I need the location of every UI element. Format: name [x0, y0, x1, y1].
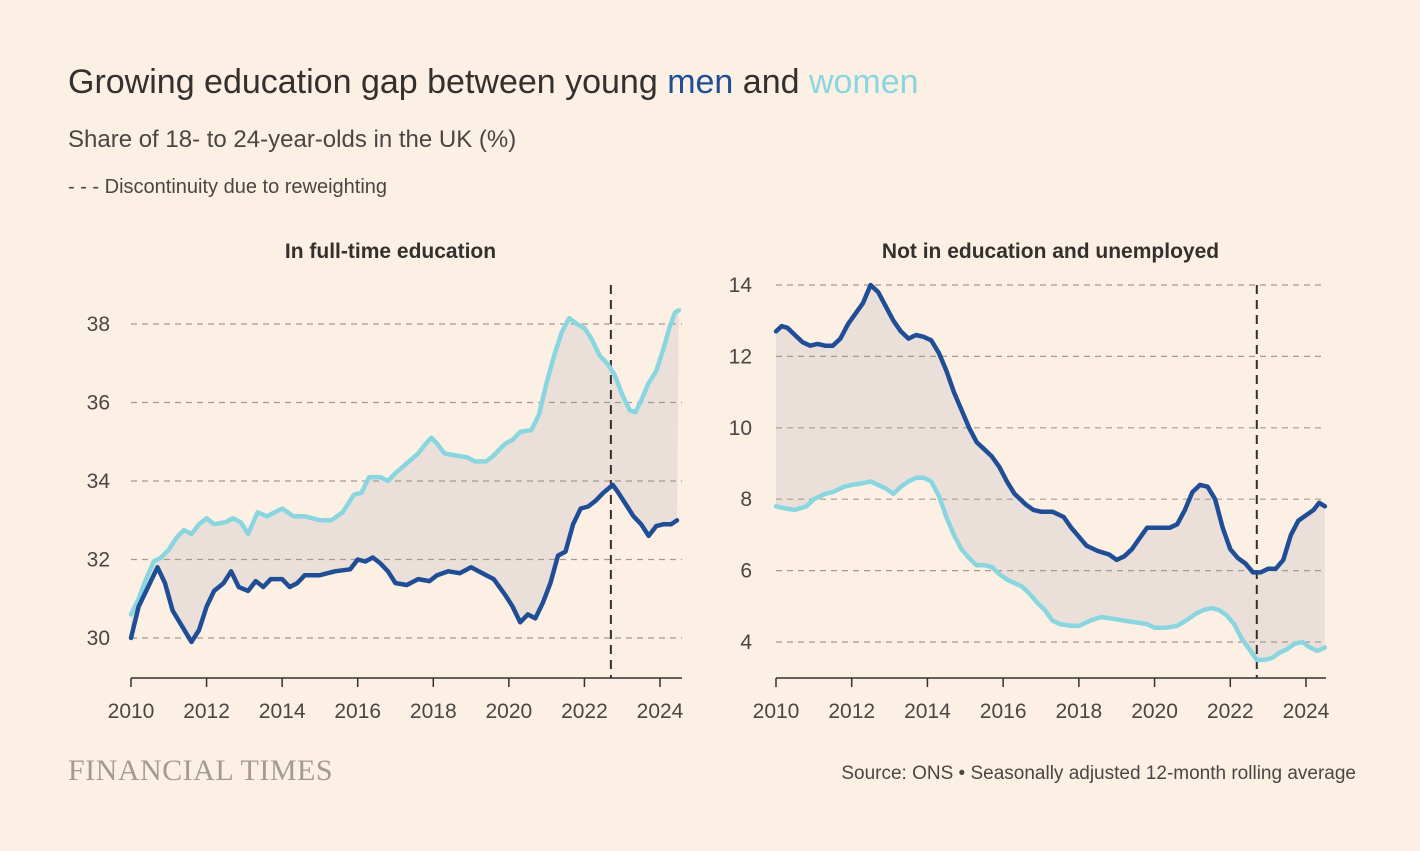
panel1-ytick-38: 38 [87, 313, 110, 336]
panel2-ytick-6: 6 [740, 560, 752, 583]
panel2-line-women [773, 475, 1328, 663]
panel2-ytick-4: 4 [740, 631, 752, 654]
discontinuity-note: - - - Discontinuity due to reweighting [68, 176, 388, 198]
panel2-xtick-2012: 2012 [828, 700, 875, 723]
chart-title: Growing education gap between young men … [68, 60, 919, 104]
panel1-ytick-32: 32 [87, 549, 110, 572]
chart-subtitle: Share of 18- to 24-year-olds in the UK (… [68, 126, 517, 153]
panel1-line-women [128, 308, 682, 617]
panel2-line-men [773, 282, 1328, 575]
title-and: and [733, 63, 809, 101]
panel1-xtick-2012: 2012 [183, 700, 230, 723]
panel1-ytick-36: 36 [87, 392, 110, 415]
panel1-ytick-30: 30 [87, 627, 110, 650]
panel2-ytick-10: 10 [729, 417, 752, 440]
panel1-xtick-2014: 2014 [259, 700, 306, 723]
ft-logo: FINANCIAL TIMES [68, 754, 334, 787]
panel2-xtick-2010: 2010 [753, 700, 800, 723]
panel1-xtick-2020: 2020 [485, 700, 532, 723]
panel2-xtick-2024: 2024 [1283, 700, 1330, 723]
panel-title-neet-unemployed: Not in education and unemployed [881, 240, 1220, 263]
panel-title-full-time-education: In full-time education [284, 240, 497, 263]
panel2-gap-area [776, 285, 1325, 660]
source-note: Source: ONS • Seasonally adjusted 12-mon… [841, 763, 1356, 784]
panel1-line-men [128, 482, 680, 645]
panel2-xtick-2016: 2016 [980, 700, 1027, 723]
panel2-ytick-14: 14 [729, 274, 753, 297]
panel2-ytick-8: 8 [740, 488, 752, 511]
panel2-xtick-2020: 2020 [1131, 700, 1178, 723]
panel2-ytick-12: 12 [729, 345, 752, 368]
panel2-xtick-2018: 2018 [1055, 700, 1102, 723]
title-prefix: Growing education gap between young [68, 63, 668, 101]
panel1-xtick-2022: 2022 [561, 700, 608, 723]
panel1-xtick-2016: 2016 [334, 700, 381, 723]
panel1-xtick-2024: 2024 [637, 700, 684, 723]
panel2-xtick-2022: 2022 [1207, 700, 1254, 723]
panel1-xtick-2010: 2010 [108, 700, 155, 723]
panel2-xtick-2014: 2014 [904, 700, 951, 723]
panel1-ytick-34: 34 [87, 470, 111, 493]
title-women: women [808, 63, 919, 101]
panel1-xtick-2018: 2018 [410, 700, 457, 723]
title-men: men [667, 63, 734, 101]
